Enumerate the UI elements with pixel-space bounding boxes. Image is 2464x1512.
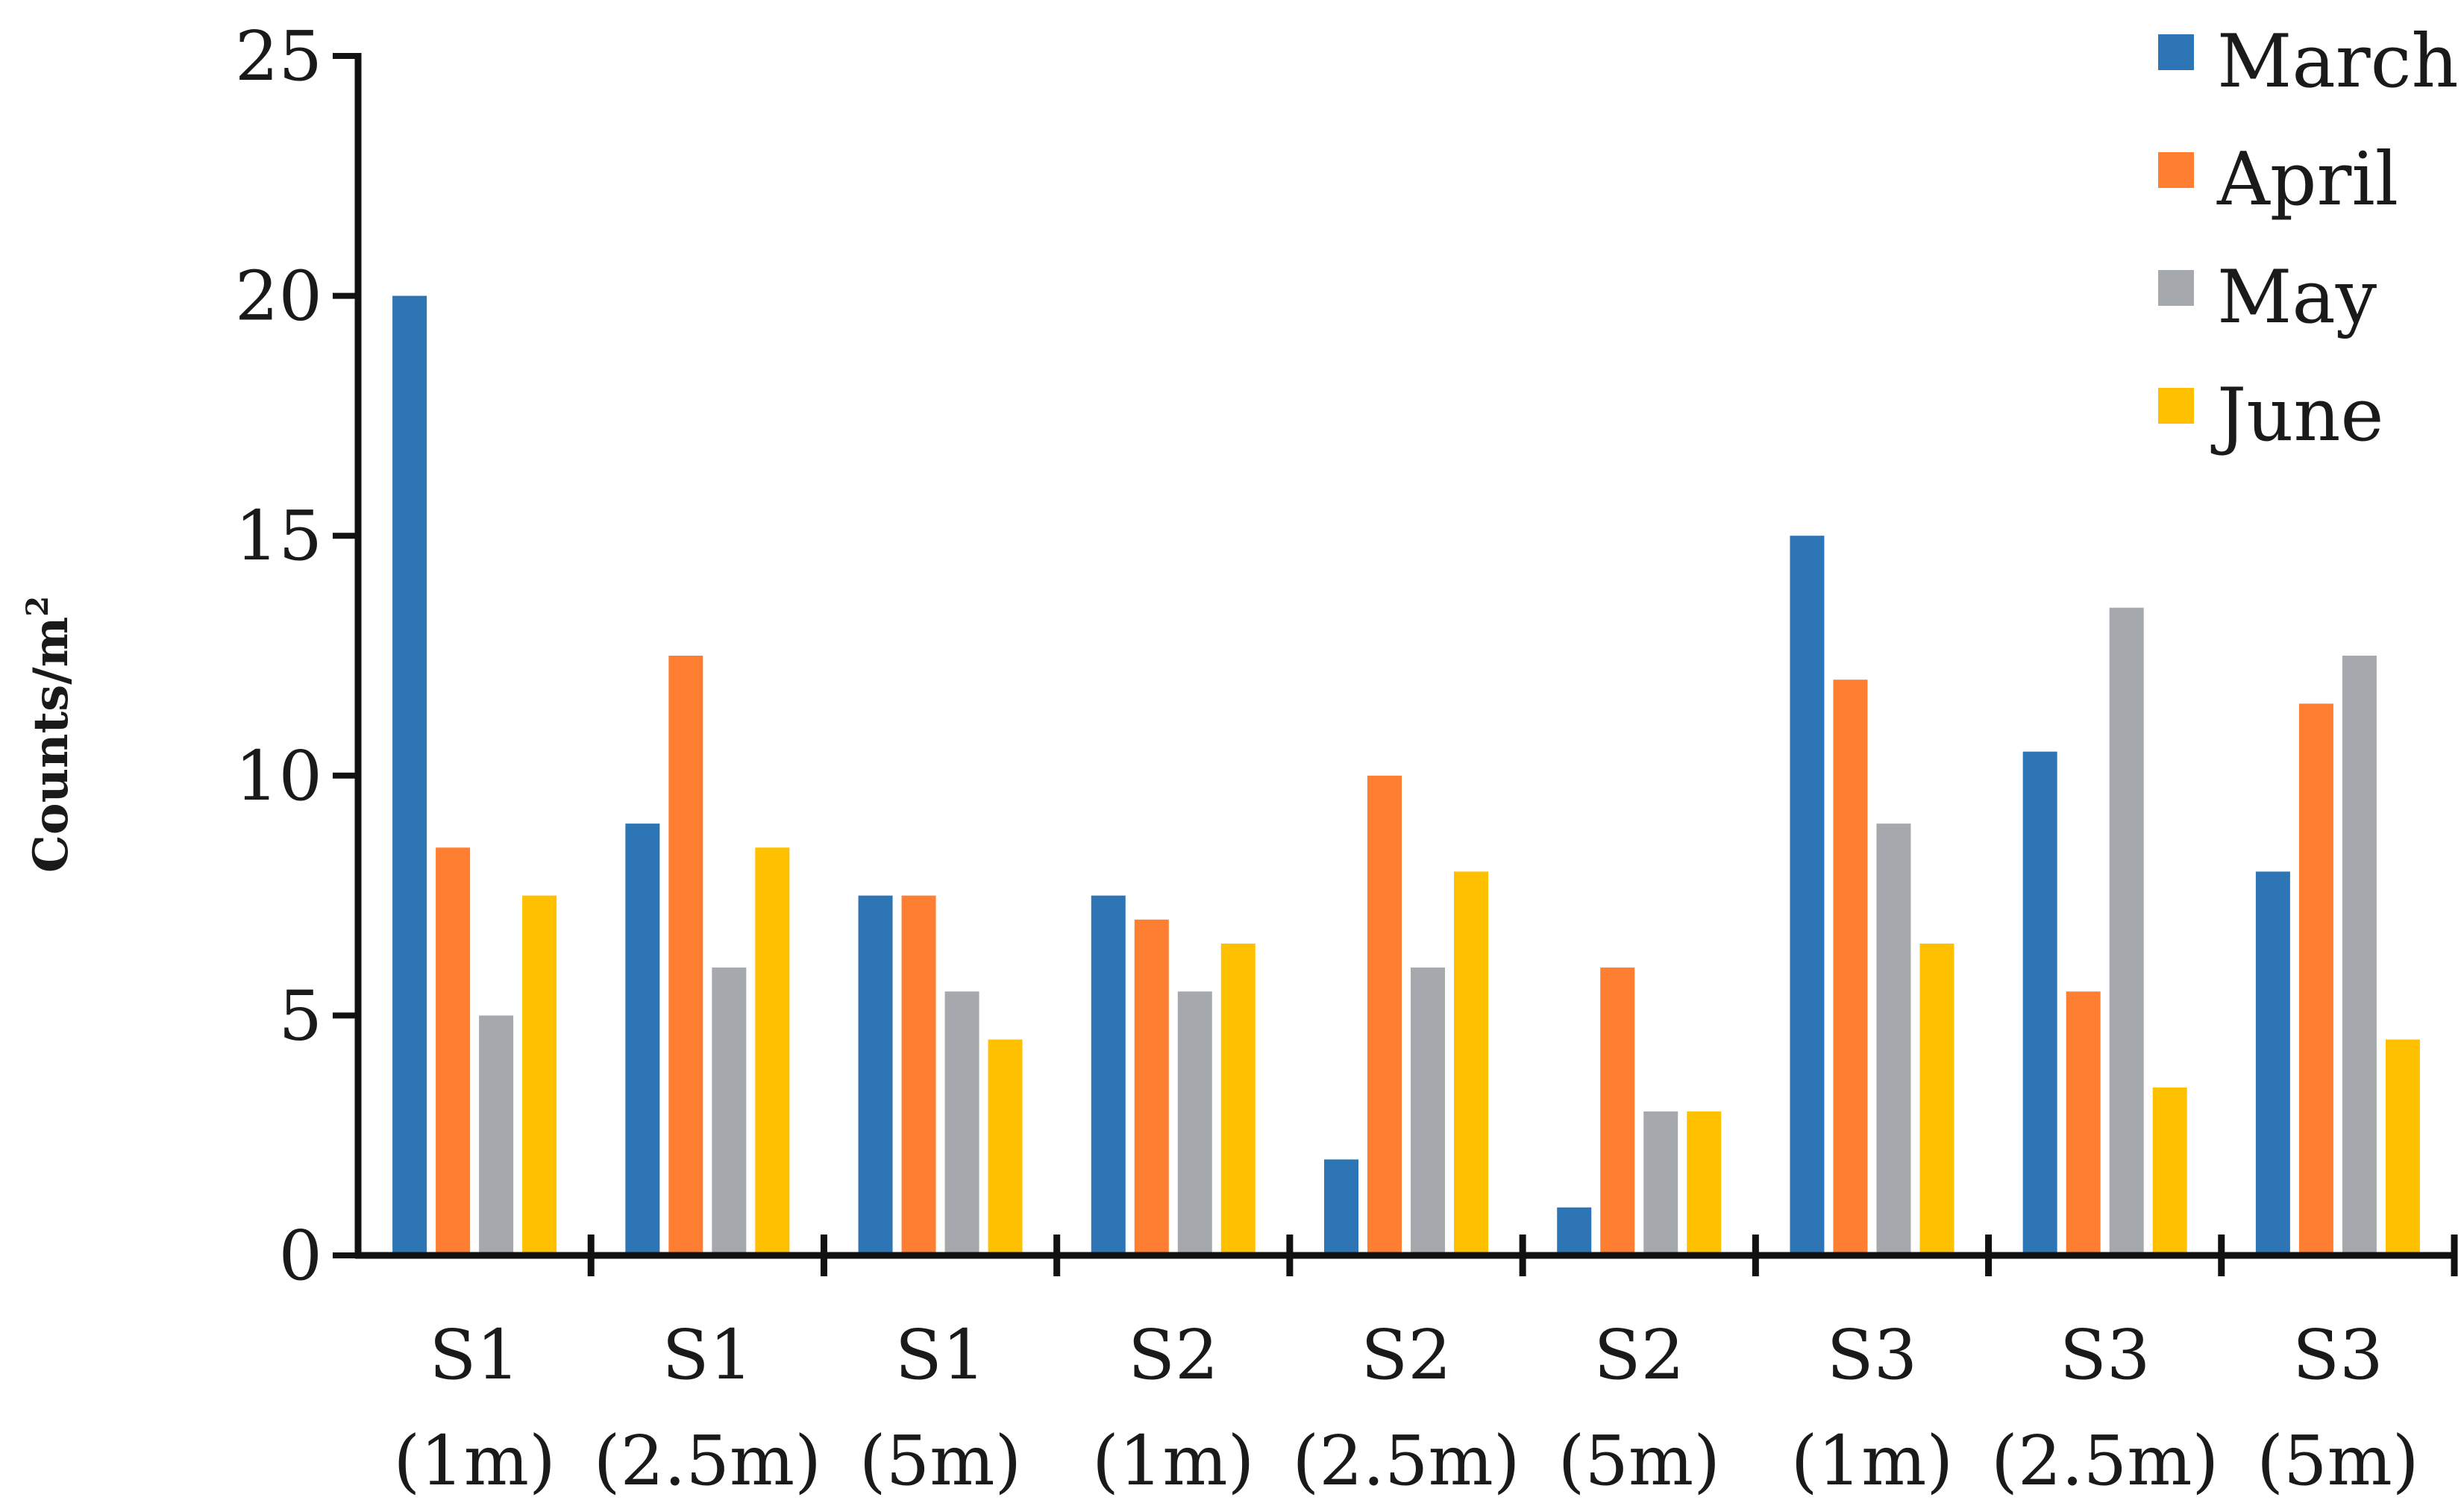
x-category-label-line2: (2.5m) [1991,1421,2219,1501]
bar-may-9 [2342,656,2377,1255]
bar-march-1 [392,295,427,1256]
bars-layer [392,295,2420,1256]
bar-may-4 [1177,991,1212,1255]
bar-may-1 [479,1015,514,1255]
bar-may-5 [1411,967,1445,1255]
bar-april-5 [1367,775,1402,1255]
bar-june-5 [1454,871,1488,1255]
bar-may-7 [1876,824,1911,1255]
legend-label-may: May [2217,255,2377,340]
legend-label-april: April [2216,137,2398,222]
legend-swatch-june [2158,388,2194,424]
bar-march-5 [1324,1159,1358,1255]
x-category-label-line2: (1m) [1791,1421,1954,1501]
bar-march-7 [1790,536,1825,1255]
y-axis-title: Counts/m2 [20,596,79,873]
y-tick-label: 10 [235,736,322,816]
legend-swatch-april [2158,152,2194,188]
bar-june-1 [522,895,557,1255]
legend-label-march: March [2217,19,2459,104]
x-category-label-line1: S3 [1827,1315,1918,1395]
x-category-label-line2: (5m) [1558,1421,1720,1501]
bar-may-2 [712,967,747,1255]
x-category-label-line1: S3 [2292,1315,2383,1395]
bar-may-8 [2109,607,2144,1255]
bar-march-8 [2022,751,2057,1255]
x-category-label-line2: (1m) [393,1421,556,1501]
bar-april-1 [436,847,471,1255]
y-tick-label: 15 [235,496,322,576]
y-axis-label: Counts/m2 [20,596,79,873]
bar-april-3 [901,895,936,1255]
bar-june-7 [1919,943,1954,1255]
bar-april-4 [1134,919,1169,1255]
axes-layer [354,53,2454,1259]
bar-march-6 [1557,1207,1592,1255]
x-category-label-line1: S2 [1593,1315,1684,1395]
x-category-label-line2: (2.5m) [594,1421,821,1501]
bar-march-3 [858,895,893,1255]
x-category-label-line1: S1 [895,1315,986,1395]
y-axis-title-superscript: 2 [20,596,55,617]
legend: March April May June [2158,19,2459,458]
x-category-label-line2: (2.5m) [1292,1421,1520,1501]
ticks-layer: 0 5 10 15 20 25 S1 (1m) S1 (2.5m) S1 (5m) S2 (1m) S2 (2… [235,16,2458,1501]
bar-march-4 [1091,895,1126,1255]
y-tick-label: 5 [278,976,322,1055]
bar-may-3 [944,991,979,1255]
x-category-label-line1: S1 [429,1315,520,1395]
bar-april-6 [1600,967,1635,1255]
bar-april-8 [2066,991,2101,1255]
bar-june-2 [755,847,790,1255]
bar-march-9 [2255,871,2290,1255]
y-tick-label: 25 [235,16,322,96]
bar-june-8 [2152,1087,2187,1255]
bar-june-4 [1220,943,1255,1255]
x-category-label-line2: (5m) [859,1421,1022,1501]
y-tick-label: 0 [278,1216,322,1296]
legend-swatch-march [2158,34,2194,70]
x-category-label-line1: S2 [1361,1315,1452,1395]
bar-april-7 [1833,680,1868,1255]
y-tick-label: 20 [235,257,322,336]
x-category-label-line1: S2 [1128,1315,1219,1395]
bar-june-9 [2385,1039,2420,1255]
bar-may-6 [1643,1111,1678,1255]
bar-june-6 [1687,1111,1722,1255]
bar-march-2 [625,824,660,1255]
bar-april-2 [668,656,703,1255]
legend-label-june: June [2210,373,2384,458]
x-category-label-line2: (5m) [2257,1421,2419,1501]
bar-april-9 [2298,703,2333,1255]
legend-swatch-may [2158,270,2194,306]
x-category-label-line2: (1m) [1092,1421,1255,1501]
bar-june-3 [988,1039,1023,1255]
x-category-label-line1: S1 [662,1315,753,1395]
x-category-label-line1: S3 [2060,1315,2151,1395]
